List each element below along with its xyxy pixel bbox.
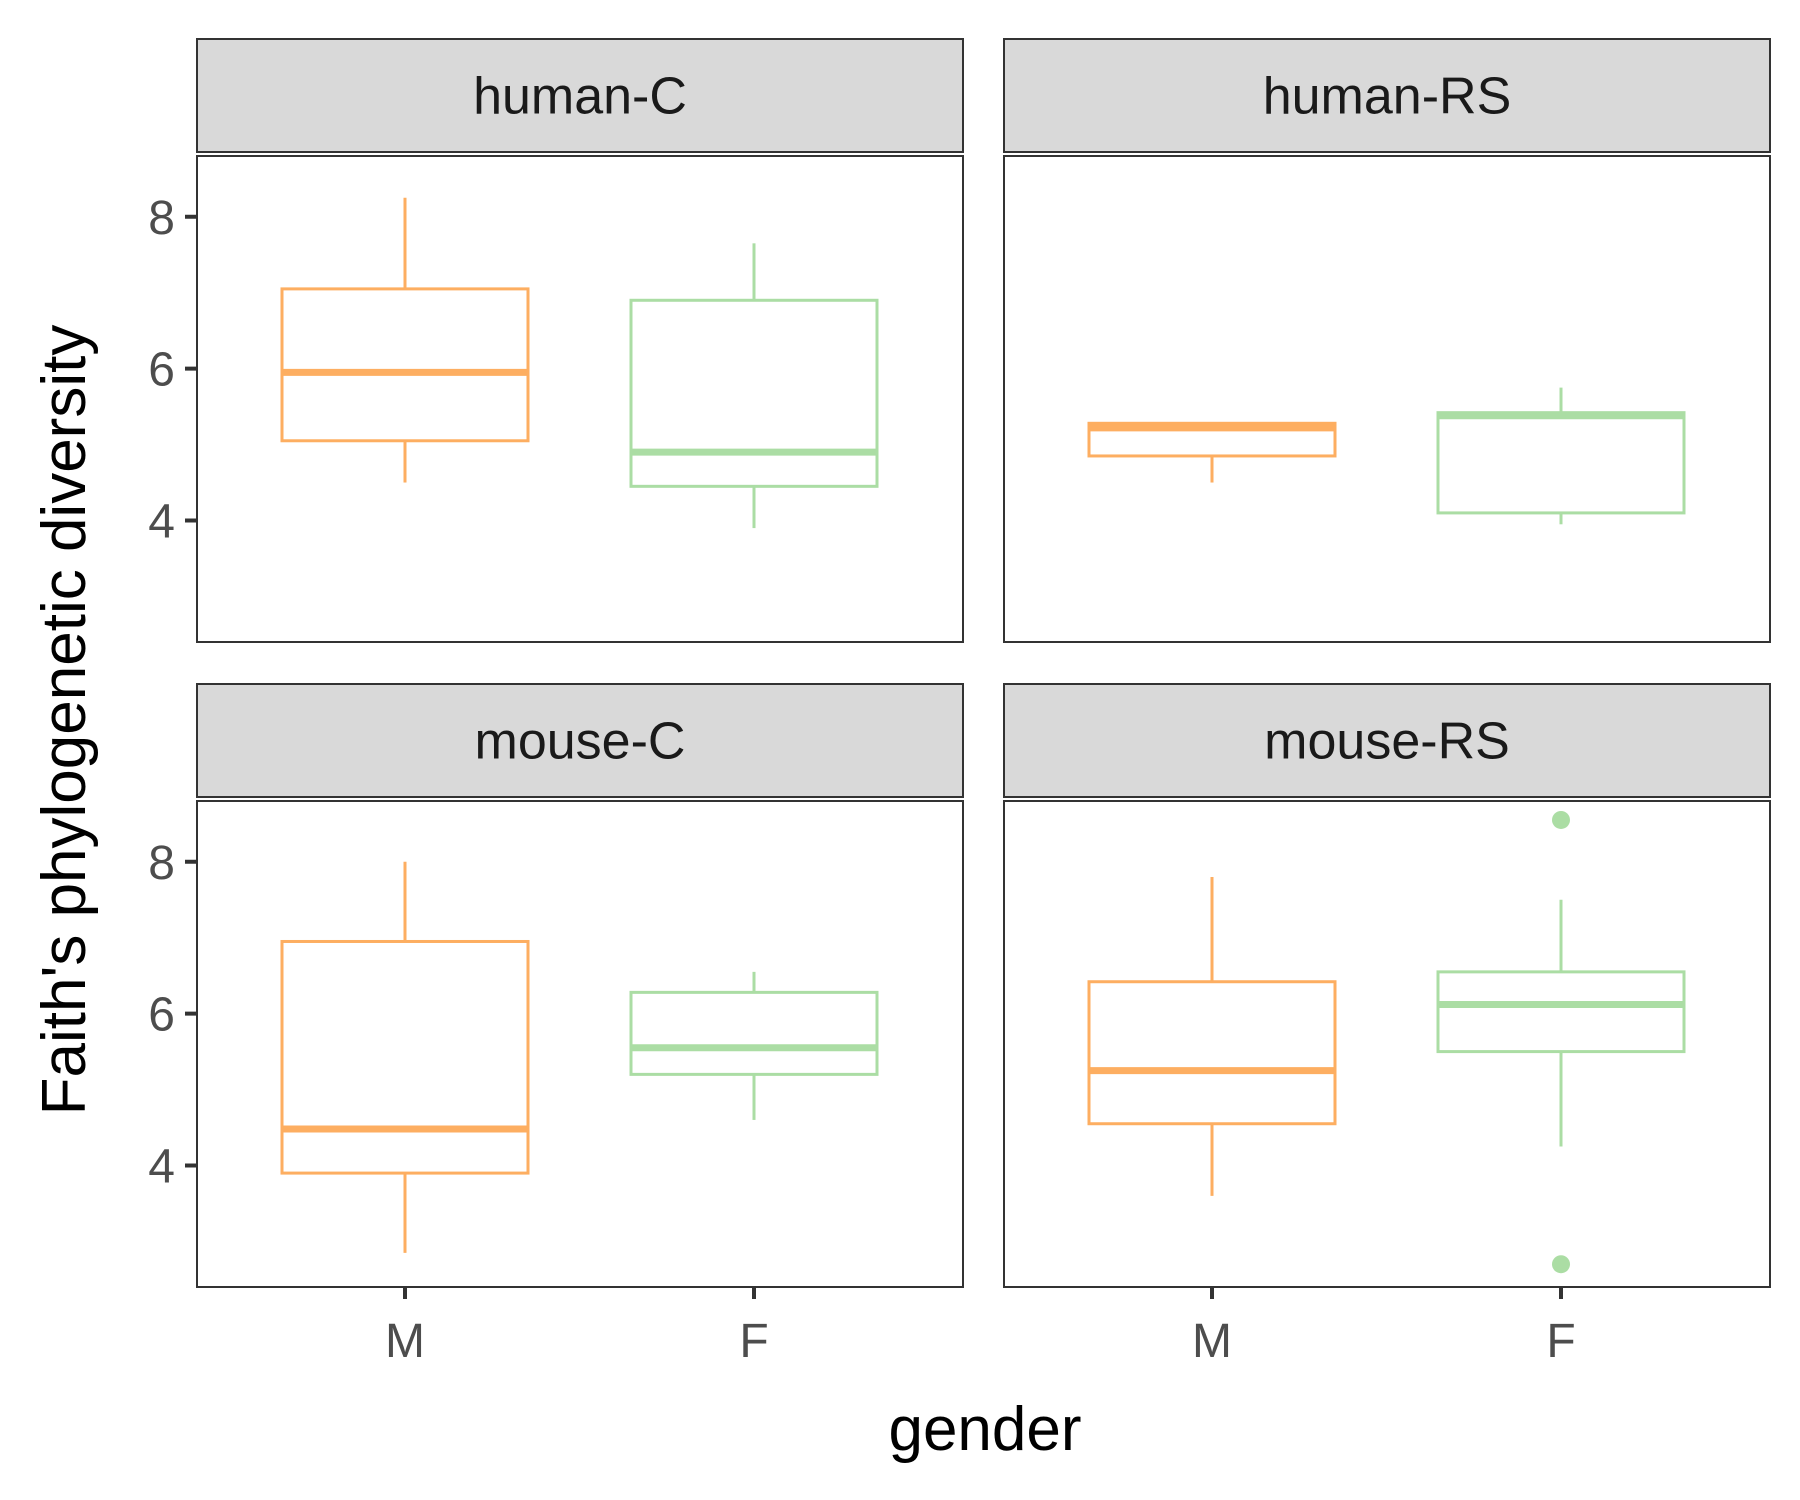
y-tick-label: 8 [148, 837, 175, 890]
panel-border [1003, 155, 1771, 643]
x-axis-title: gender [888, 1395, 1081, 1464]
facet-strip-label: mouse-RS [1264, 713, 1510, 771]
box-M [1087, 876, 1337, 1196]
box-F [1436, 810, 1686, 1274]
facet-strip [1003, 683, 1771, 798]
facet-strip-label: mouse-C [475, 713, 686, 771]
facet-strip [1003, 38, 1771, 153]
box-M [1087, 421, 1337, 483]
x-tick-label: M [1192, 1315, 1232, 1368]
box-iqr [629, 990, 879, 1076]
outlier-point [1552, 810, 1570, 829]
box-F [1436, 387, 1686, 525]
box-iqr [1436, 411, 1686, 515]
facet-panel-mouse-C: mouse-C 4 6 8 M F [148, 683, 964, 1368]
y-tick-label: 6 [148, 344, 175, 397]
y-axis-title: Faith's phylogenetic diversity [30, 325, 99, 1116]
box-M [280, 861, 530, 1253]
facet-strip-label: human-C [473, 68, 687, 126]
box-iqr [1436, 970, 1686, 1054]
x-tick-label: M [385, 1315, 425, 1368]
box-iqr [629, 298, 879, 488]
facet-panel-human-RS: human-RS [1003, 38, 1771, 643]
facet-panel-mouse-RS: mouse-RS M F [1003, 683, 1771, 1368]
y-tick-label: 8 [148, 192, 175, 245]
facet-strip [196, 38, 964, 153]
box-F [629, 243, 879, 529]
facet-strip [196, 683, 964, 798]
box-iqr [1087, 980, 1337, 1126]
x-tick-label: F [739, 1315, 768, 1368]
box-M [280, 197, 530, 483]
outlier-point [1552, 1255, 1570, 1274]
facet-strip-label: human-RS [1263, 68, 1512, 126]
y-tick-label: 4 [148, 1141, 175, 1194]
box-F [629, 971, 879, 1120]
box-iqr [280, 939, 530, 1175]
x-tick-label: F [1546, 1315, 1575, 1368]
y-tick-label: 6 [148, 989, 175, 1042]
facet-panel-human-C: human-C 4 6 8 [148, 38, 964, 643]
box-iqr [280, 287, 530, 443]
y-tick-label: 4 [148, 496, 175, 549]
